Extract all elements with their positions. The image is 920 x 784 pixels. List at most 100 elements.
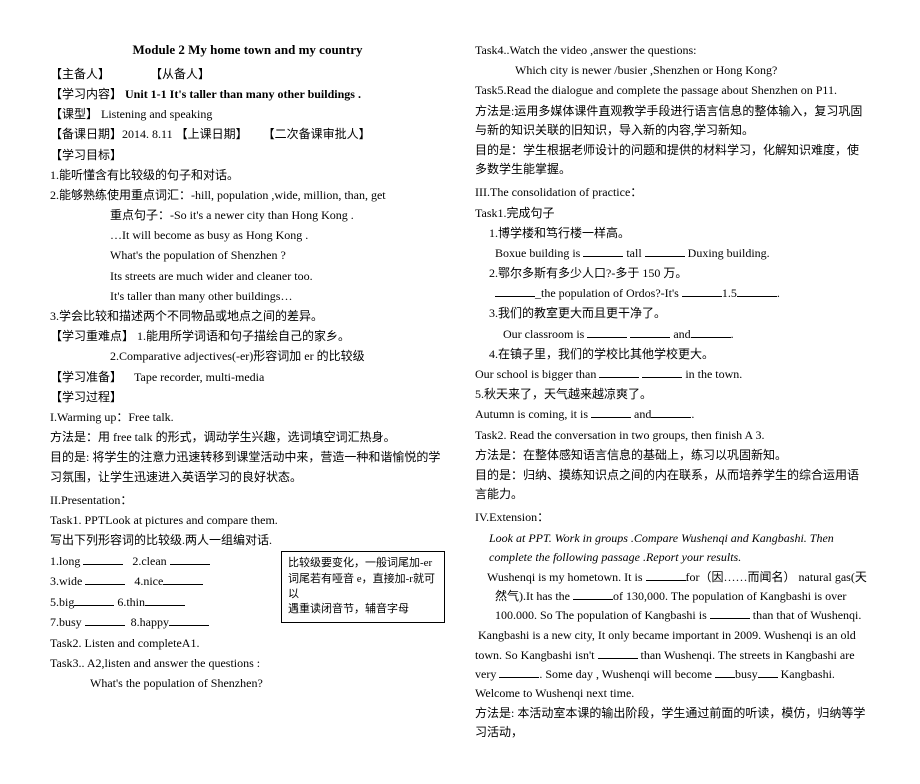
s3-1en: Boxue building is tall Duxing building. <box>475 244 870 263</box>
blank[interactable] <box>591 417 631 418</box>
date-line: 【备课日期】2014. 8.11 【上课日期】 【二次备课审批人】 <box>50 125 445 144</box>
s3-3en-and: and <box>673 327 690 341</box>
adj-row2: 3.wide 4.nice <box>50 572 271 591</box>
adj-row3: 5.big 6.thin <box>50 593 271 612</box>
s3-2en-a: _the population of Ordos?-It's <box>535 286 679 300</box>
s3-2en: _the population of Ordos?-It's 1.5. <box>475 284 870 303</box>
goal2: 2.能够熟练使用重点词汇：-hill, population ,wide, mi… <box>50 186 445 205</box>
s3-3en: Our classroom is and. <box>475 325 870 344</box>
tip1: 比较级要变化，一般词尾加-er <box>288 556 438 571</box>
blank[interactable] <box>630 337 670 338</box>
warmup-goal: 目的是: 将学生的注意力迅速转移到课堂活动中来，营造一种和谐愉悦的学习氛围，让学… <box>50 448 445 486</box>
task4-q: Which city is newer /busier ,Shenzhen or… <box>475 61 870 80</box>
s3-1en-b: tall <box>626 246 641 260</box>
s3-task1: Task1.完成句子 <box>475 204 870 223</box>
blank[interactable] <box>642 377 682 378</box>
task3-q: What's the population of Shenzhen? <box>50 674 445 693</box>
s3-goal: 目的是：归纳、摸练知识点之间的内在联系，从而培养学生的综合运用语言能力。 <box>475 466 870 504</box>
process-label: 【学习过程】 <box>50 388 445 407</box>
type-line: 【课型】 Listening and speaking <box>50 105 445 124</box>
task5-method: 方法是:运用多媒体课件直观教学手段进行语言信息的整体输入，复习巩固与新的知识关联… <box>475 102 870 140</box>
blank[interactable] <box>169 625 209 626</box>
blank[interactable] <box>499 677 539 678</box>
right-column: Task4..Watch the video ,answer the quest… <box>475 40 870 744</box>
task4: Task4..Watch the video ,answer the quest… <box>475 41 870 60</box>
s3-3en-a: Our classroom is <box>503 327 584 341</box>
s3-5en: Autumn is coming, it is and. <box>475 405 870 424</box>
ext-p1-a: Wushenqi is my hometown. It is <box>487 570 643 584</box>
task5-goal: 目的是：学生根据老师设计的问题和提供的材料学习，化解知识难度，使多数学生能掌握。 <box>475 141 870 179</box>
s3-5en-and: and <box>634 407 651 421</box>
ext-p2-c: . Some day , Wushenqi will become <box>539 667 712 681</box>
task3: Task3.. A2,listen and answer the questio… <box>50 654 445 673</box>
s3-4: 4.在镇子里，我们的学校比其他学校更大。 <box>475 345 870 364</box>
blank[interactable] <box>737 296 777 297</box>
blank[interactable] <box>598 658 638 659</box>
blank[interactable] <box>170 564 210 565</box>
adj4: 4.nice <box>134 574 163 588</box>
content-text: Unit 1-1 It's taller than many other bui… <box>125 87 361 101</box>
page-container: Module 2 My home town and my country 【主备… <box>50 40 870 744</box>
blank[interactable] <box>85 584 125 585</box>
s3-4tail: in the town. <box>685 367 742 381</box>
blank[interactable] <box>645 256 685 257</box>
blank[interactable] <box>85 625 125 626</box>
s3-1en-a: Boxue building is <box>495 246 580 260</box>
blank[interactable] <box>583 256 623 257</box>
section3-title: III.The consolidation of practice： <box>475 183 870 202</box>
blank[interactable] <box>682 296 722 297</box>
blank[interactable] <box>715 677 735 678</box>
organizer-line: 【主备人】 【从备人】 <box>50 65 445 84</box>
blank[interactable] <box>163 584 203 585</box>
goal1: 1.能听懂含有比较级的句子和对话。 <box>50 166 445 185</box>
co-organizer-label: 【从备人】 <box>150 65 210 84</box>
ext-p2: Kangbashi is a new city, It only became … <box>475 626 870 703</box>
task1-line: Task1. PPTLook at pictures and compare t… <box>50 511 445 530</box>
blank[interactable] <box>646 580 686 581</box>
prep-text: Tape recorder, multi-media <box>134 370 264 384</box>
task1-sub: 写出下列形容词的比较级.两人一组编对话. <box>50 531 445 550</box>
blank[interactable] <box>691 337 731 338</box>
task1-label: Task1. PPT <box>50 513 105 527</box>
blank[interactable] <box>74 605 114 606</box>
task1-text: Look at pictures and compare them. <box>105 513 278 527</box>
adj-block: 1.long 2.clean 3.wide 4.nice 5.big 6.thi… <box>50 551 445 633</box>
goal2-line2: …It will become as busy as Hong Kong . <box>50 226 445 245</box>
blank[interactable] <box>495 296 535 297</box>
s3-4en: Our school is bigger than in the town. <box>475 365 870 384</box>
s3-method: 方法是：在整体感知语言信息的基础上，练习以巩固新知。 <box>475 446 870 465</box>
adj-row4: 7.busy 8.happy <box>50 613 271 632</box>
s3-4en-a: Our school is bigger than <box>475 367 596 381</box>
goal2-line4: Its streets are much wider and cleaner t… <box>50 267 445 286</box>
ext-method: 方法是: 本活动室本课的输出阶段，学生通过前面的听读，模仿，归纳等学习活动， <box>475 704 870 742</box>
prep-date-label: 【备课日期】 <box>50 127 122 141</box>
difficulty-line: 【学习重难点】 1.能用所学词语和句子描绘自己的家乡。 <box>50 327 445 346</box>
blank[interactable] <box>758 677 778 678</box>
section4-title: IV.Extension： <box>475 508 870 527</box>
ext-p1: Wushenqi is my hometown. It is for（因……而闻… <box>475 568 870 626</box>
adj8: 8.happy <box>131 615 169 629</box>
type-text: Listening and speaking <box>101 107 212 121</box>
type-label: 【课型】 <box>50 107 98 121</box>
blank[interactable] <box>573 599 613 600</box>
blank[interactable] <box>599 377 639 378</box>
tip2: 词尾若有哑音 e，直接加-r就可以 <box>288 572 438 603</box>
adj-row1: 1.long 2.clean <box>50 552 271 571</box>
s3-1en-c: Duxing building. <box>688 246 770 260</box>
difficulty-label: 【学习重难点】 <box>50 329 134 343</box>
s3-5: 5.秋天来了，天气越来越凉爽了。 <box>475 385 870 404</box>
warmup-title: I.Warming up：Free talk. <box>50 408 445 427</box>
prep-date: 2014. 8.11 <box>122 127 173 141</box>
goal2-line5: It's taller than many other buildings… <box>50 287 445 306</box>
tip3: 遇重读闭音节，辅音字母 <box>288 602 438 617</box>
s3-1: 1.博学楼和笃行楼一样高。 <box>475 224 870 243</box>
adj1: 1.long <box>50 554 80 568</box>
blank[interactable] <box>83 564 123 565</box>
s3-5en-a: Autumn is coming, it is <box>475 407 588 421</box>
blank[interactable] <box>145 605 185 606</box>
blank[interactable] <box>587 337 627 338</box>
s3-task2: Task2. Read the conversation in two grou… <box>475 426 870 445</box>
warmup-method: 方法是：用 free talk 的形式，调动学生兴趣，选词填空词汇热身。 <box>50 428 445 447</box>
blank[interactable] <box>710 618 750 619</box>
blank[interactable] <box>651 417 691 418</box>
